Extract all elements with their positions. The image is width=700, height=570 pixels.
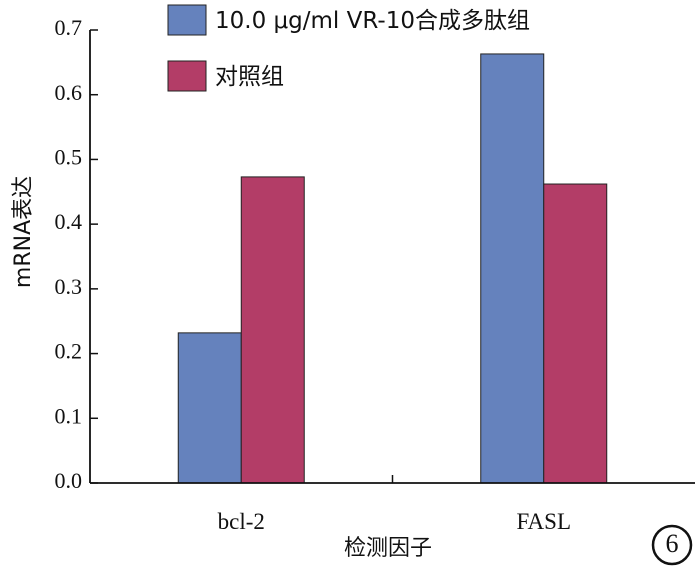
y-axis-ticks: 0.0 0.1 0.2 0.3 0.4 0.5 0.6 0.7 [55,15,98,493]
y-tick-label: 0.1 [55,403,83,428]
legend-label-series-2: 对照组 [215,64,284,90]
y-tick-label: 0.7 [55,15,83,40]
y-tick-label: 0.4 [55,209,83,234]
legend-swatch-series-2 [167,60,207,92]
y-axis-title: mRNA表达 [11,176,36,288]
y-tick-label: 0.2 [55,339,83,364]
figure-badge-circle [651,524,693,566]
figure-number-badge: 6 [651,524,693,566]
bar-bcl-2-series-1 [177,332,242,484]
bar-bcl-2-series-2 [240,176,305,484]
x-category-label: FASL [516,509,571,534]
x-axis-categories: bcl-2 FASL [218,475,571,534]
legend-swatch-series-1 [167,4,207,36]
x-axis-title: 检测因子 [344,536,432,561]
figure-badge-number: 6 [666,529,679,558]
axes [89,30,695,484]
bar-fasl-series-1 [480,53,545,484]
x-category-label: bcl-2 [218,509,265,534]
y-tick-label: 0.3 [55,274,83,299]
bar-fasl-series-2 [543,183,608,484]
legend-label-series-1: 10.0 μg/ml VR-10合成多肽组 [215,8,530,34]
bars [177,53,608,484]
legend: 10.0 μg/ml VR-10合成多肽组 对照组 [167,4,530,92]
y-tick-label: 0.5 [55,144,83,169]
y-tick-label: 0.6 [55,80,83,105]
y-tick-label: 0.0 [55,468,83,493]
